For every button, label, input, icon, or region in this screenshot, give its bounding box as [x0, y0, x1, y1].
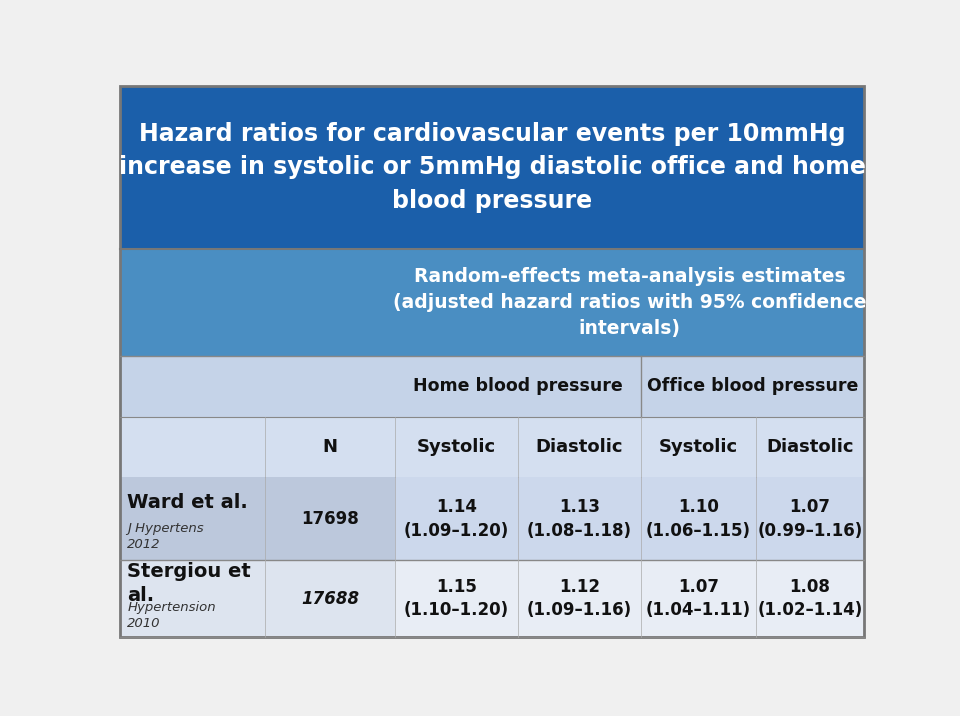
Bar [396, 356, 641, 417]
Text: Home blood pressure: Home blood pressure [413, 377, 623, 395]
Bar [396, 417, 864, 478]
Text: N: N [323, 438, 338, 456]
Text: Hypertension
2010: Hypertension 2010 [128, 601, 216, 630]
Bar [396, 560, 864, 637]
Text: 1.10
(1.06–1.15): 1.10 (1.06–1.15) [646, 498, 751, 540]
Text: 1.14
(1.09–1.20): 1.14 (1.09–1.20) [404, 498, 510, 540]
Text: 1.13
(1.08–1.18): 1.13 (1.08–1.18) [527, 498, 632, 540]
Bar [265, 560, 396, 637]
Text: 1.15
(1.10–1.20): 1.15 (1.10–1.20) [404, 578, 509, 619]
Text: 17698: 17698 [301, 510, 359, 528]
Text: Systolic: Systolic [659, 438, 738, 456]
Text: Systolic: Systolic [417, 438, 496, 456]
Text: 1.07
(0.99–1.16): 1.07 (0.99–1.16) [757, 498, 863, 540]
Text: Diastolic: Diastolic [536, 438, 623, 456]
Text: 1.07
(1.04–1.11): 1.07 (1.04–1.11) [646, 578, 751, 619]
Bar [120, 417, 396, 478]
Bar [120, 478, 265, 560]
Text: Random-effects meta-analysis estimates
(adjusted hazard ratios with 95% confiden: Random-effects meta-analysis estimates (… [393, 267, 866, 337]
Bar [120, 248, 396, 356]
Text: Ward et al.: Ward et al. [128, 493, 249, 512]
Text: 1.08
(1.02–1.14): 1.08 (1.02–1.14) [757, 578, 863, 619]
Bar [396, 478, 864, 560]
Text: 1.12
(1.09–1.16): 1.12 (1.09–1.16) [527, 578, 632, 619]
Text: Stergiou et
al.: Stergiou et al. [128, 561, 252, 605]
Bar [265, 478, 396, 560]
Text: 17688: 17688 [301, 590, 359, 608]
Bar [396, 248, 864, 356]
Text: Hazard ratios for cardiovascular events per 10mmHg
increase in systolic or 5mmHg: Hazard ratios for cardiovascular events … [119, 122, 865, 213]
Text: Diastolic: Diastolic [766, 438, 853, 456]
Bar [120, 560, 265, 637]
Text: J Hypertens
2012: J Hypertens 2012 [128, 523, 204, 551]
Bar [641, 356, 864, 417]
Bar [120, 356, 396, 417]
Text: Office blood pressure: Office blood pressure [647, 377, 858, 395]
Bar [120, 86, 864, 248]
